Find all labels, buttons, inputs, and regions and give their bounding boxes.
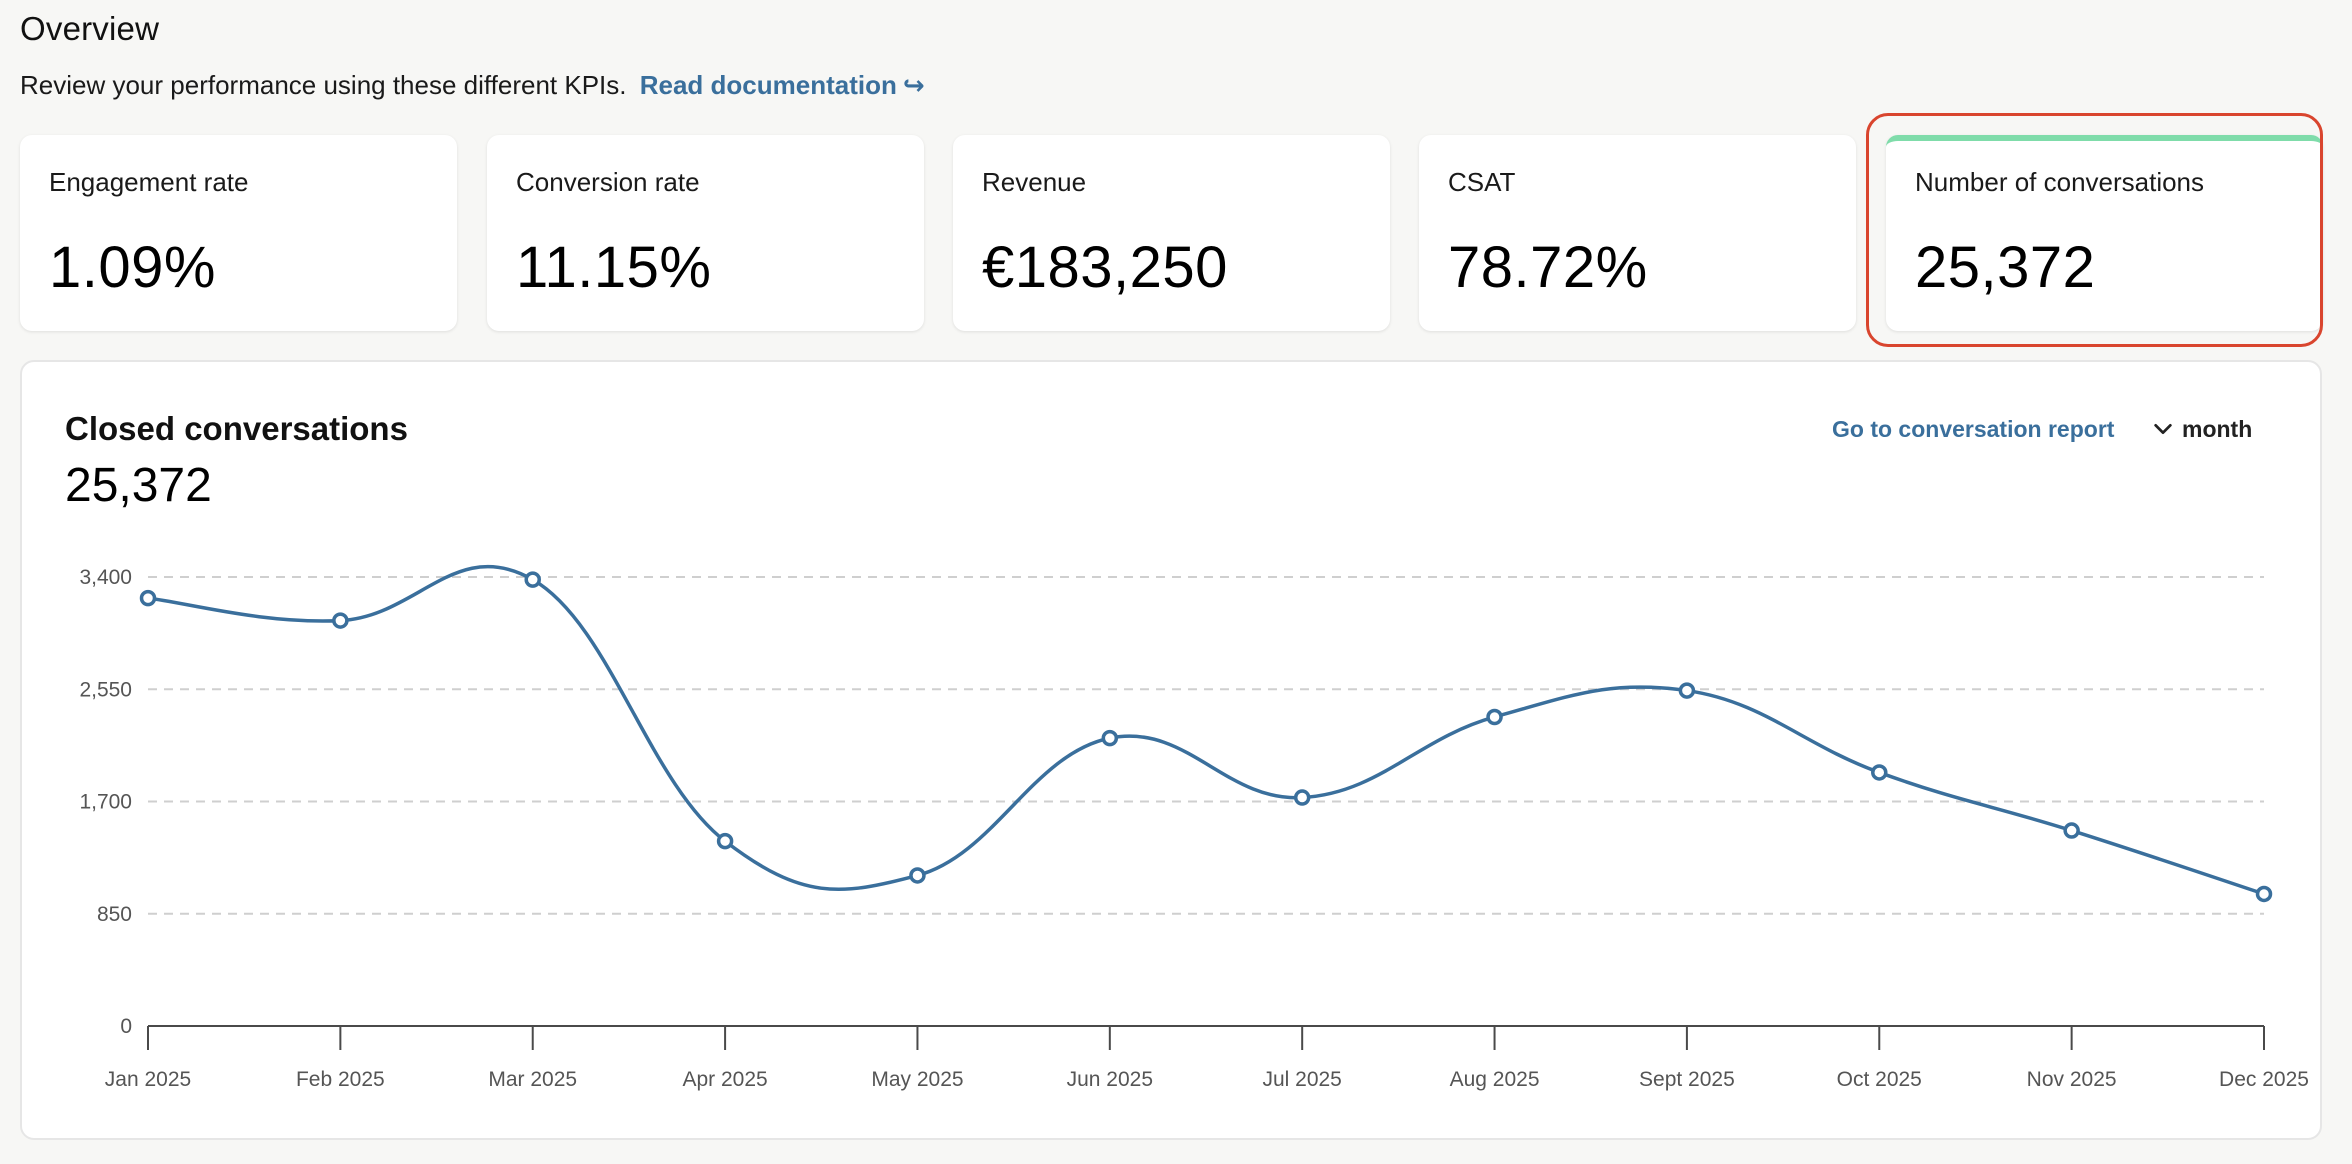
data-point-mar-2025 [524, 571, 541, 588]
kpi-card-engagement-rate[interactable]: Engagement rate 1.09% [20, 135, 457, 331]
period-label: month [2182, 415, 2253, 442]
x-tick-label: May 2025 [871, 1068, 963, 1091]
page-subtitle: Review your performance using these diff… [20, 70, 925, 101]
page-title: Overview [20, 10, 160, 47]
kpi-card-number-of-conversations[interactable]: Number of conversations 25,372 [1886, 135, 2323, 331]
kpi-card-conversion-rate[interactable]: Conversion rate 11.15% [487, 135, 924, 331]
read-documentation-label: Read documentation [639, 70, 897, 100]
kpi-label: Conversion rate [516, 167, 700, 197]
x-tick-label: Jul 2025 [1262, 1068, 1341, 1091]
kpi-label: Engagement rate [49, 167, 249, 197]
data-point-apr-2025 [716, 832, 734, 850]
x-tick-label: Sept 2025 [1639, 1068, 1735, 1091]
kpi-value: 11.15% [516, 235, 712, 300]
series-line [147, 564, 2265, 896]
data-point-jan-2025 [139, 589, 157, 607]
kpi-label: Number of conversations [1915, 167, 2205, 197]
x-tick-label: Aug 2025 [1450, 1068, 1540, 1091]
x-tick-label: Nov 2025 [2027, 1068, 2117, 1091]
x-tick-label: Feb 2025 [296, 1068, 385, 1091]
chart-title: Closed conversations [65, 410, 408, 447]
kpi-label: Revenue [982, 167, 1087, 197]
data-point-jul-2025 [1293, 789, 1311, 806]
external-arrow-icon: ↪ [902, 70, 925, 100]
period-select[interactable]: month [2152, 414, 2252, 444]
data-point-feb-2025 [332, 612, 349, 629]
y-tick-label: 1,700 [79, 791, 132, 814]
x-tick-label: Oct 2025 [1837, 1068, 1922, 1091]
data-point-nov-2025 [2063, 822, 2080, 839]
x-tick-label: Mar 2025 [488, 1068, 577, 1091]
kpi-value: 1.09% [49, 235, 216, 300]
data-point-oct-2025 [1871, 764, 1888, 781]
y-tick-label: 3,400 [79, 566, 132, 589]
closed-conversations-chart: 0 850 1,700 2,550 3,400 Jan 2025 Feb 2025 Mar 2… [79, 564, 2309, 1091]
kpi-card-revenue[interactable]: Revenue €183,250 [953, 135, 1390, 331]
kpi-value: 78.72% [1448, 235, 1648, 300]
x-tick-label: Jan 2025 [105, 1068, 191, 1091]
data-point-may-2025 [909, 867, 926, 884]
kpi-value: €183,250 [982, 235, 1228, 300]
subtitle-text: Review your performance using these diff… [20, 70, 627, 100]
closed-conversations-card: Closed conversations 25,372 Go to conver… [20, 360, 2322, 1140]
x-tick-label: Dec 2025 [2219, 1068, 2309, 1091]
kpi-card-csat[interactable]: CSAT 78.72% [1419, 135, 1856, 331]
chart-total: 25,372 [65, 459, 212, 512]
go-to-conversation-report-link[interactable]: Go to conversation report [1832, 416, 2115, 442]
data-point-aug-2025 [1486, 708, 1503, 726]
y-tick-label: 850 [97, 903, 132, 926]
kpi-label: CSAT [1448, 167, 1516, 197]
y-tick-label: 0 [120, 1015, 132, 1038]
y-tick-label: 2,550 [79, 678, 132, 701]
data-point-jun-2025 [1101, 729, 1119, 747]
chevron-down-icon [2154, 423, 2172, 435]
kpi-value: 25,372 [1915, 235, 2096, 300]
data-point-dec-2025 [2255, 885, 2273, 903]
read-documentation-link[interactable]: Read documentation ↪ [640, 70, 925, 100]
x-tick-label: Apr 2025 [682, 1068, 767, 1091]
data-point-sept-2025 [1678, 682, 1696, 699]
x-tick-label: Jun 2025 [1067, 1068, 1153, 1091]
